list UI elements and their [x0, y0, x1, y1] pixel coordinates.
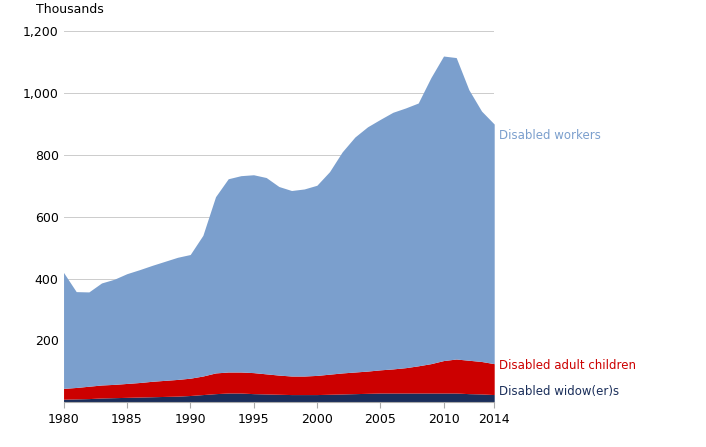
Text: Thousands: Thousands [35, 4, 103, 17]
Text: Disabled adult children: Disabled adult children [498, 359, 635, 372]
Text: Disabled workers: Disabled workers [498, 129, 600, 142]
Text: Disabled widow(er)s: Disabled widow(er)s [498, 385, 618, 398]
